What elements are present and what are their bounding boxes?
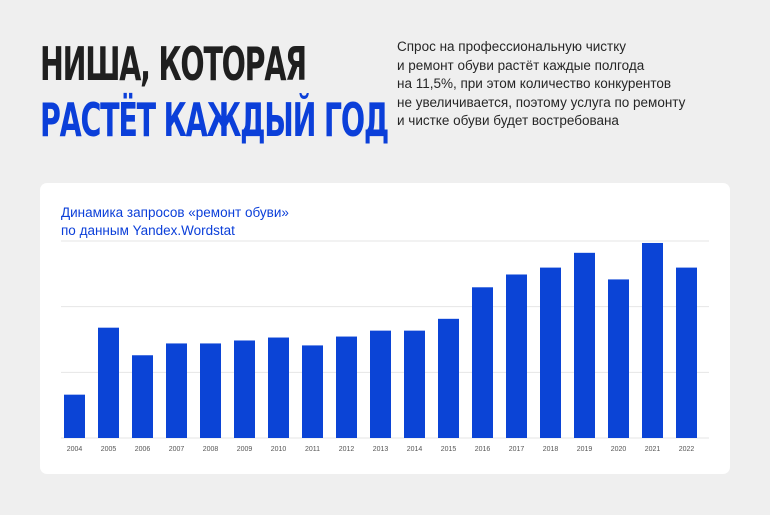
headline: НИША, КОТОРАЯ РАСТЁТ КАЖДЫЙ ГОД bbox=[40, 36, 389, 148]
x-tick-label: 2016 bbox=[475, 446, 491, 453]
x-tick-label: 2015 bbox=[441, 446, 457, 453]
bar-2008 bbox=[200, 343, 221, 438]
bar-2011 bbox=[302, 345, 323, 438]
bar-2014 bbox=[404, 330, 425, 438]
headline-line-2: РАСТЁТ КАЖДЫЙ ГОД bbox=[40, 93, 389, 147]
x-tick-label: 2009 bbox=[237, 446, 253, 453]
x-tick-label: 2019 bbox=[577, 446, 593, 453]
chart-title-line: по данным Yandex.Wordstat bbox=[61, 223, 235, 238]
x-tick-label: 2021 bbox=[645, 446, 661, 453]
bar-2016 bbox=[472, 287, 493, 438]
chart-title: Динамика запросов «ремонт обуви» по данн… bbox=[61, 204, 289, 240]
bar-2010 bbox=[268, 337, 289, 438]
chart-card: 2004 2005 2006 2007 2008 2009 2010 2011 2012 2013… bbox=[40, 183, 730, 474]
description-line: на 11,5%, при этом количество конкуренто… bbox=[397, 76, 672, 91]
bar-2013 bbox=[370, 330, 391, 438]
x-tick-label: 2011 bbox=[305, 446, 320, 453]
bar-2004 bbox=[64, 394, 85, 438]
x-tick-label: 2022 bbox=[679, 446, 695, 453]
bar-2022 bbox=[676, 267, 697, 438]
description-line: и ремонт обуви растёт каждые полгода bbox=[397, 57, 645, 73]
bar-2005 bbox=[98, 327, 119, 438]
chart-title-line: Динамика запросов «ремонт обуви» bbox=[61, 205, 289, 220]
description-line: не увеличивается, поэтому услуга по ремо… bbox=[397, 94, 686, 110]
bar-chart: 2004 2005 2006 2007 2008 2009 2010 2011 2012 2013… bbox=[61, 240, 709, 453]
bar-2007 bbox=[166, 343, 187, 438]
x-tick-label: 2004 bbox=[67, 446, 83, 453]
bar-2012 bbox=[336, 336, 357, 438]
x-tick-label: 2005 bbox=[101, 446, 117, 453]
x-tick-label: 2014 bbox=[407, 446, 423, 453]
x-tick-label: 2017 bbox=[509, 446, 525, 453]
x-tick-label: 2018 bbox=[543, 446, 559, 453]
x-tick-label: 2020 bbox=[611, 446, 627, 453]
bar-2015 bbox=[438, 318, 459, 438]
bar-2009 bbox=[234, 340, 255, 438]
description-line: Спрос на профессиональную чистку bbox=[397, 39, 627, 54]
x-tick-label: 2012 bbox=[339, 446, 355, 453]
bar-2021 bbox=[642, 242, 663, 438]
bar-2006 bbox=[132, 355, 153, 438]
bar-2017 bbox=[506, 274, 527, 438]
x-tick-label: 2013 bbox=[373, 446, 389, 453]
x-tick-label: 2007 bbox=[169, 446, 185, 453]
x-tick-label: 2006 bbox=[135, 446, 151, 453]
headline-line-1: НИША, КОТОРАЯ bbox=[40, 37, 307, 91]
bar-2019 bbox=[574, 252, 595, 438]
description-line: и чистке обуви будет востребована bbox=[397, 113, 619, 128]
description: Спрос на профессиональную чистку и ремон… bbox=[397, 38, 747, 131]
x-tick-label: 2008 bbox=[203, 446, 219, 453]
bar-2018 bbox=[540, 267, 561, 438]
bar-2020 bbox=[608, 279, 629, 438]
x-tick-label: 2010 bbox=[271, 446, 287, 453]
